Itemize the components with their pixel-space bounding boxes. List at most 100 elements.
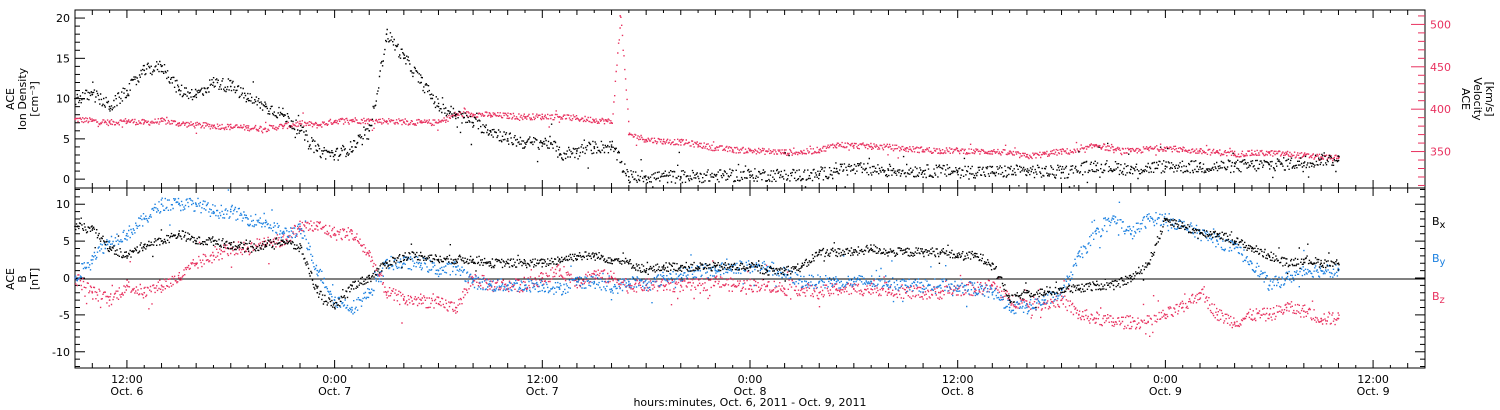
bx-point <box>229 243 232 246</box>
density-point <box>351 146 353 148</box>
bx-point <box>299 247 301 250</box>
bz-point <box>870 288 873 290</box>
density-point <box>1129 168 1132 171</box>
legend-bz: Bz <box>1432 290 1445 306</box>
x-tick-date-label: Oct. 6 <box>110 385 143 398</box>
bz-point <box>679 284 682 287</box>
by-point <box>645 284 648 287</box>
bx-point <box>1233 240 1236 243</box>
by-point <box>1026 306 1028 309</box>
bz-point <box>1251 313 1253 316</box>
velocity-point <box>160 120 163 122</box>
density-point <box>91 93 94 96</box>
density-point <box>818 174 821 177</box>
bx-point <box>1112 284 1115 287</box>
by-point <box>489 284 492 287</box>
bx-point <box>316 291 319 294</box>
velocity-scatter <box>75 16 1340 162</box>
bottom-left-tick-label: 0 <box>63 272 70 285</box>
bx-point <box>1285 262 1288 265</box>
x-tick-date-label: Oct. 8 <box>733 385 766 398</box>
x-tick-date-label: Oct. 9 <box>1149 385 1182 398</box>
bz-point <box>1216 313 1219 316</box>
top-right-tick-label: 350 <box>1430 146 1451 159</box>
by-series <box>74 189 1340 315</box>
by-point <box>576 280 578 283</box>
density-point <box>627 175 630 178</box>
velocity-point <box>1251 152 1253 155</box>
legend-bx-b: B <box>1432 215 1440 228</box>
top-left-tick-label: 0 <box>63 173 70 186</box>
density-point <box>749 174 751 177</box>
by-point <box>74 277 76 279</box>
by-point <box>212 210 215 213</box>
by-scatter <box>75 189 1340 315</box>
by-point <box>126 232 128 235</box>
bz-point <box>1285 306 1288 309</box>
by-point <box>801 280 803 283</box>
by-point <box>593 280 596 283</box>
velocity-point <box>541 115 544 118</box>
density-point <box>368 129 371 132</box>
by-point <box>91 254 94 257</box>
density-point <box>1233 165 1236 168</box>
bz-point <box>333 232 336 235</box>
by-point <box>160 203 163 206</box>
top-right-tick-label: 400 <box>1430 103 1451 116</box>
bx-point <box>1320 262 1323 265</box>
velocity-point <box>247 126 249 129</box>
density-series <box>74 28 1340 188</box>
top-left-axis-label-3: [cm⁻³] <box>28 81 41 117</box>
density-scatter <box>75 28 1340 188</box>
bz-point <box>368 254 371 257</box>
x-tick-time-label: 12:00 <box>942 373 974 386</box>
density-point <box>1199 166 1201 168</box>
data-points <box>74 15 1340 337</box>
bottom-left-tick-label: -5 <box>59 309 70 322</box>
bx-point <box>489 262 492 265</box>
velocity-point <box>627 133 630 136</box>
by-point <box>472 280 474 283</box>
bottom-left-axis-label-2: B <box>16 275 29 283</box>
bz-point <box>143 291 146 294</box>
x-tick-time-label: 0:00 <box>322 373 347 386</box>
velocity-point <box>922 148 924 151</box>
bz-series <box>74 220 1340 337</box>
bz-point <box>1129 321 1132 324</box>
velocity-point <box>835 143 838 146</box>
bx-point <box>956 254 959 257</box>
bottom-left-tick-label: 10 <box>56 198 70 211</box>
bx-point <box>818 251 821 254</box>
bottom-panel-frame <box>74 187 1426 369</box>
density-point <box>1095 164 1098 167</box>
bx-point <box>662 266 665 268</box>
density-point <box>558 154 561 156</box>
x-tick-time-label: 12:00 <box>111 373 143 386</box>
bz-point <box>126 284 128 287</box>
bx-point <box>576 254 578 257</box>
velocity-point <box>1060 150 1063 153</box>
density-point <box>506 137 509 140</box>
density-point <box>212 81 215 84</box>
bx-point <box>333 306 336 309</box>
by-point <box>316 269 319 272</box>
bz-point <box>1233 321 1236 324</box>
legend: Bx By Bz <box>1432 215 1446 306</box>
density-point <box>420 81 423 84</box>
density-point <box>74 97 76 100</box>
bz-point <box>402 299 405 302</box>
velocity-point <box>1112 148 1115 151</box>
density-point <box>835 167 838 170</box>
density-point <box>524 141 526 144</box>
bz-point <box>1095 317 1098 320</box>
bx-point <box>1026 291 1028 294</box>
legend-bx: Bx <box>1432 215 1446 231</box>
density-point <box>126 89 128 92</box>
x-axis-footer-label: hours:minutes, Oct. 6, 2011 - Oct. 9, 20… <box>633 396 866 409</box>
velocity-point <box>1199 150 1201 153</box>
density-point <box>437 105 440 108</box>
density-point <box>679 175 682 178</box>
by-point <box>351 306 353 309</box>
by-point <box>558 288 561 290</box>
